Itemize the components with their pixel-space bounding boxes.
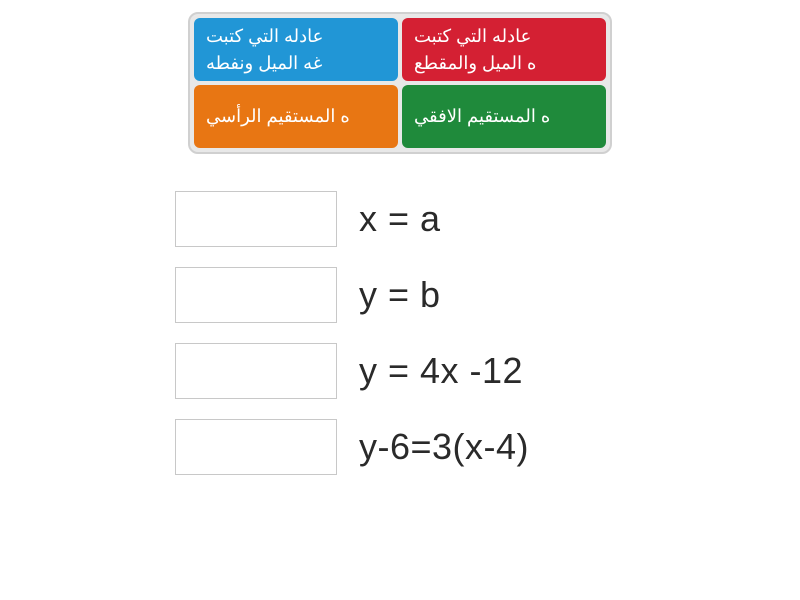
equation-text: y-6=3(x-4) (359, 426, 529, 468)
tile-slope-intercept[interactable]: عادله التي كتبت ه الميل والمقطع (402, 18, 606, 81)
answer-row: y = b (175, 264, 635, 326)
tile-horizontal-line[interactable]: ه المستقيم الافقي (402, 85, 606, 148)
tile-line: ه الميل والمقطع (414, 50, 536, 76)
answers-list: x = a y = b y = 4x -12 y-6=3(x-4) (175, 188, 635, 492)
dropzone[interactable] (175, 191, 337, 247)
dropzone[interactable] (175, 343, 337, 399)
tile-line: غه الميل ونفطه (206, 50, 322, 76)
tile-line: ه المستقيم الرأسي (206, 103, 350, 129)
equation-text: y = b (359, 274, 441, 316)
answer-row: y-6=3(x-4) (175, 416, 635, 478)
dropzone[interactable] (175, 267, 337, 323)
tile-line: عادله التي كتبت (414, 23, 531, 49)
tile-slope-point[interactable]: عادله التي كتبت غه الميل ونفطه (194, 18, 398, 81)
tile-vertical-line[interactable]: ه المستقيم الرأسي (194, 85, 398, 148)
equation-text: x = a (359, 198, 441, 240)
tile-line: عادله التي كتبت (206, 23, 323, 49)
answer-row: y = 4x -12 (175, 340, 635, 402)
equation-text: y = 4x -12 (359, 350, 523, 392)
tiles-container: عادله التي كتبت غه الميل ونفطه عادله الت… (188, 12, 612, 154)
answer-row: x = a (175, 188, 635, 250)
tile-line: ه المستقيم الافقي (414, 103, 550, 129)
dropzone[interactable] (175, 419, 337, 475)
